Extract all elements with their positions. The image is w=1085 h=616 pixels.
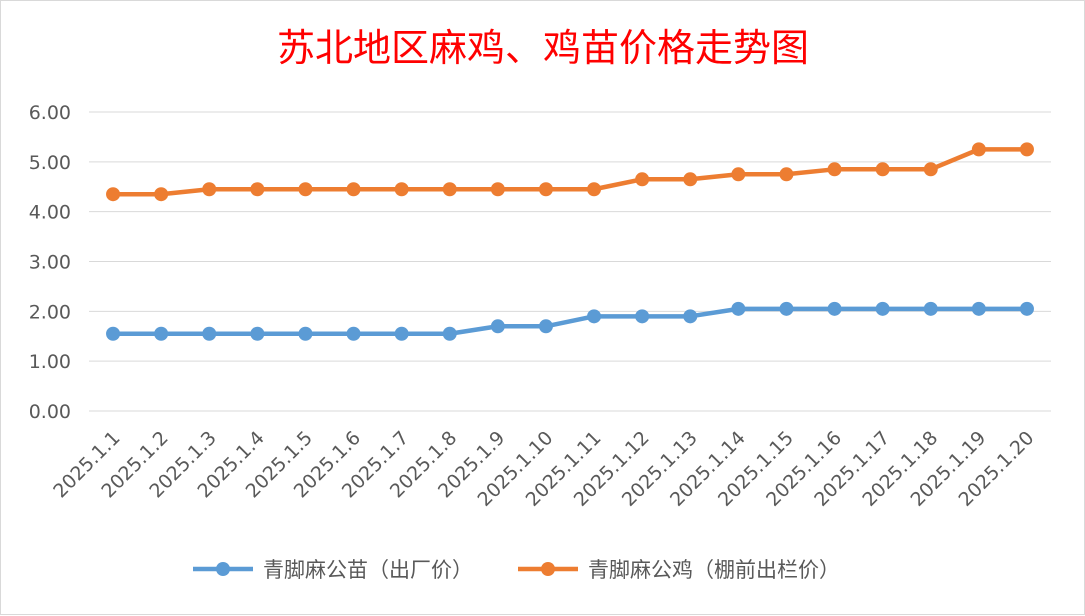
y-tick-label: 2.00 [29, 301, 71, 323]
data-point [971, 301, 986, 316]
chart-title: 苏北地区麻鸡、鸡苗价格走势图 [277, 26, 809, 70]
legend: 青脚麻公苗（出厂价） 青脚麻公鸡（棚前出栏价） [193, 558, 840, 582]
data-point [731, 301, 746, 316]
data-point [779, 167, 794, 182]
legend-marker [541, 562, 555, 576]
data-point [250, 326, 265, 341]
y-tick-label: 0.00 [29, 401, 71, 423]
data-point [731, 167, 746, 182]
data-point [1019, 142, 1034, 157]
data-point [971, 142, 986, 157]
data-point [346, 182, 361, 197]
series-1 [106, 301, 1034, 341]
data-point [154, 326, 169, 341]
data-point [346, 326, 361, 341]
legend-label: 青脚麻公苗（出厂价） [263, 558, 473, 582]
x-axis-ticks: 2025.1.12025.1.22025.1.32025.1.42025.1.5… [49, 427, 1038, 511]
legend-label: 青脚麻公鸡（棚前出栏价） [588, 558, 840, 582]
data-point [683, 172, 698, 187]
y-tick-label: 4.00 [29, 202, 71, 224]
grid-lines [89, 111, 1051, 412]
legend-item-2: 青脚麻公鸡（棚前出栏价） [518, 558, 840, 582]
data-point [587, 182, 602, 197]
data-point [1019, 301, 1034, 316]
data-point [106, 187, 121, 202]
data-point [298, 182, 313, 197]
series-line [110, 306, 1030, 337]
series-line [110, 147, 1030, 197]
data-point [154, 187, 169, 202]
data-point [923, 301, 938, 316]
series-layer [106, 142, 1034, 341]
data-point [779, 301, 794, 316]
data-point [587, 309, 602, 324]
data-point [442, 182, 457, 197]
legend-marker [216, 562, 230, 576]
data-point [875, 162, 890, 177]
data-point [923, 162, 938, 177]
data-point [875, 301, 890, 316]
data-point [635, 172, 650, 187]
legend-item-1: 青脚麻公苗（出厂价） [193, 558, 473, 582]
data-point [538, 319, 553, 334]
y-tick-label: 3.00 [29, 252, 71, 274]
data-point [106, 326, 121, 341]
data-point [250, 182, 265, 197]
y-tick-label: 6.00 [29, 102, 71, 124]
y-tick-label: 1.00 [29, 351, 71, 373]
data-point [635, 309, 650, 324]
y-axis-ticks: 0.00 1.00 2.00 3.00 4.00 5.00 6.00 [29, 102, 71, 423]
y-tick-label: 5.00 [29, 152, 71, 174]
data-point [202, 326, 217, 341]
series-2 [106, 142, 1034, 202]
data-point [827, 162, 842, 177]
data-point [202, 182, 217, 197]
data-point [683, 309, 698, 324]
data-point [490, 182, 505, 197]
data-point [538, 182, 553, 197]
data-point [394, 326, 409, 341]
data-point [298, 326, 313, 341]
data-point [490, 319, 505, 334]
data-point [442, 326, 457, 341]
data-point [827, 301, 842, 316]
data-point [394, 182, 409, 197]
